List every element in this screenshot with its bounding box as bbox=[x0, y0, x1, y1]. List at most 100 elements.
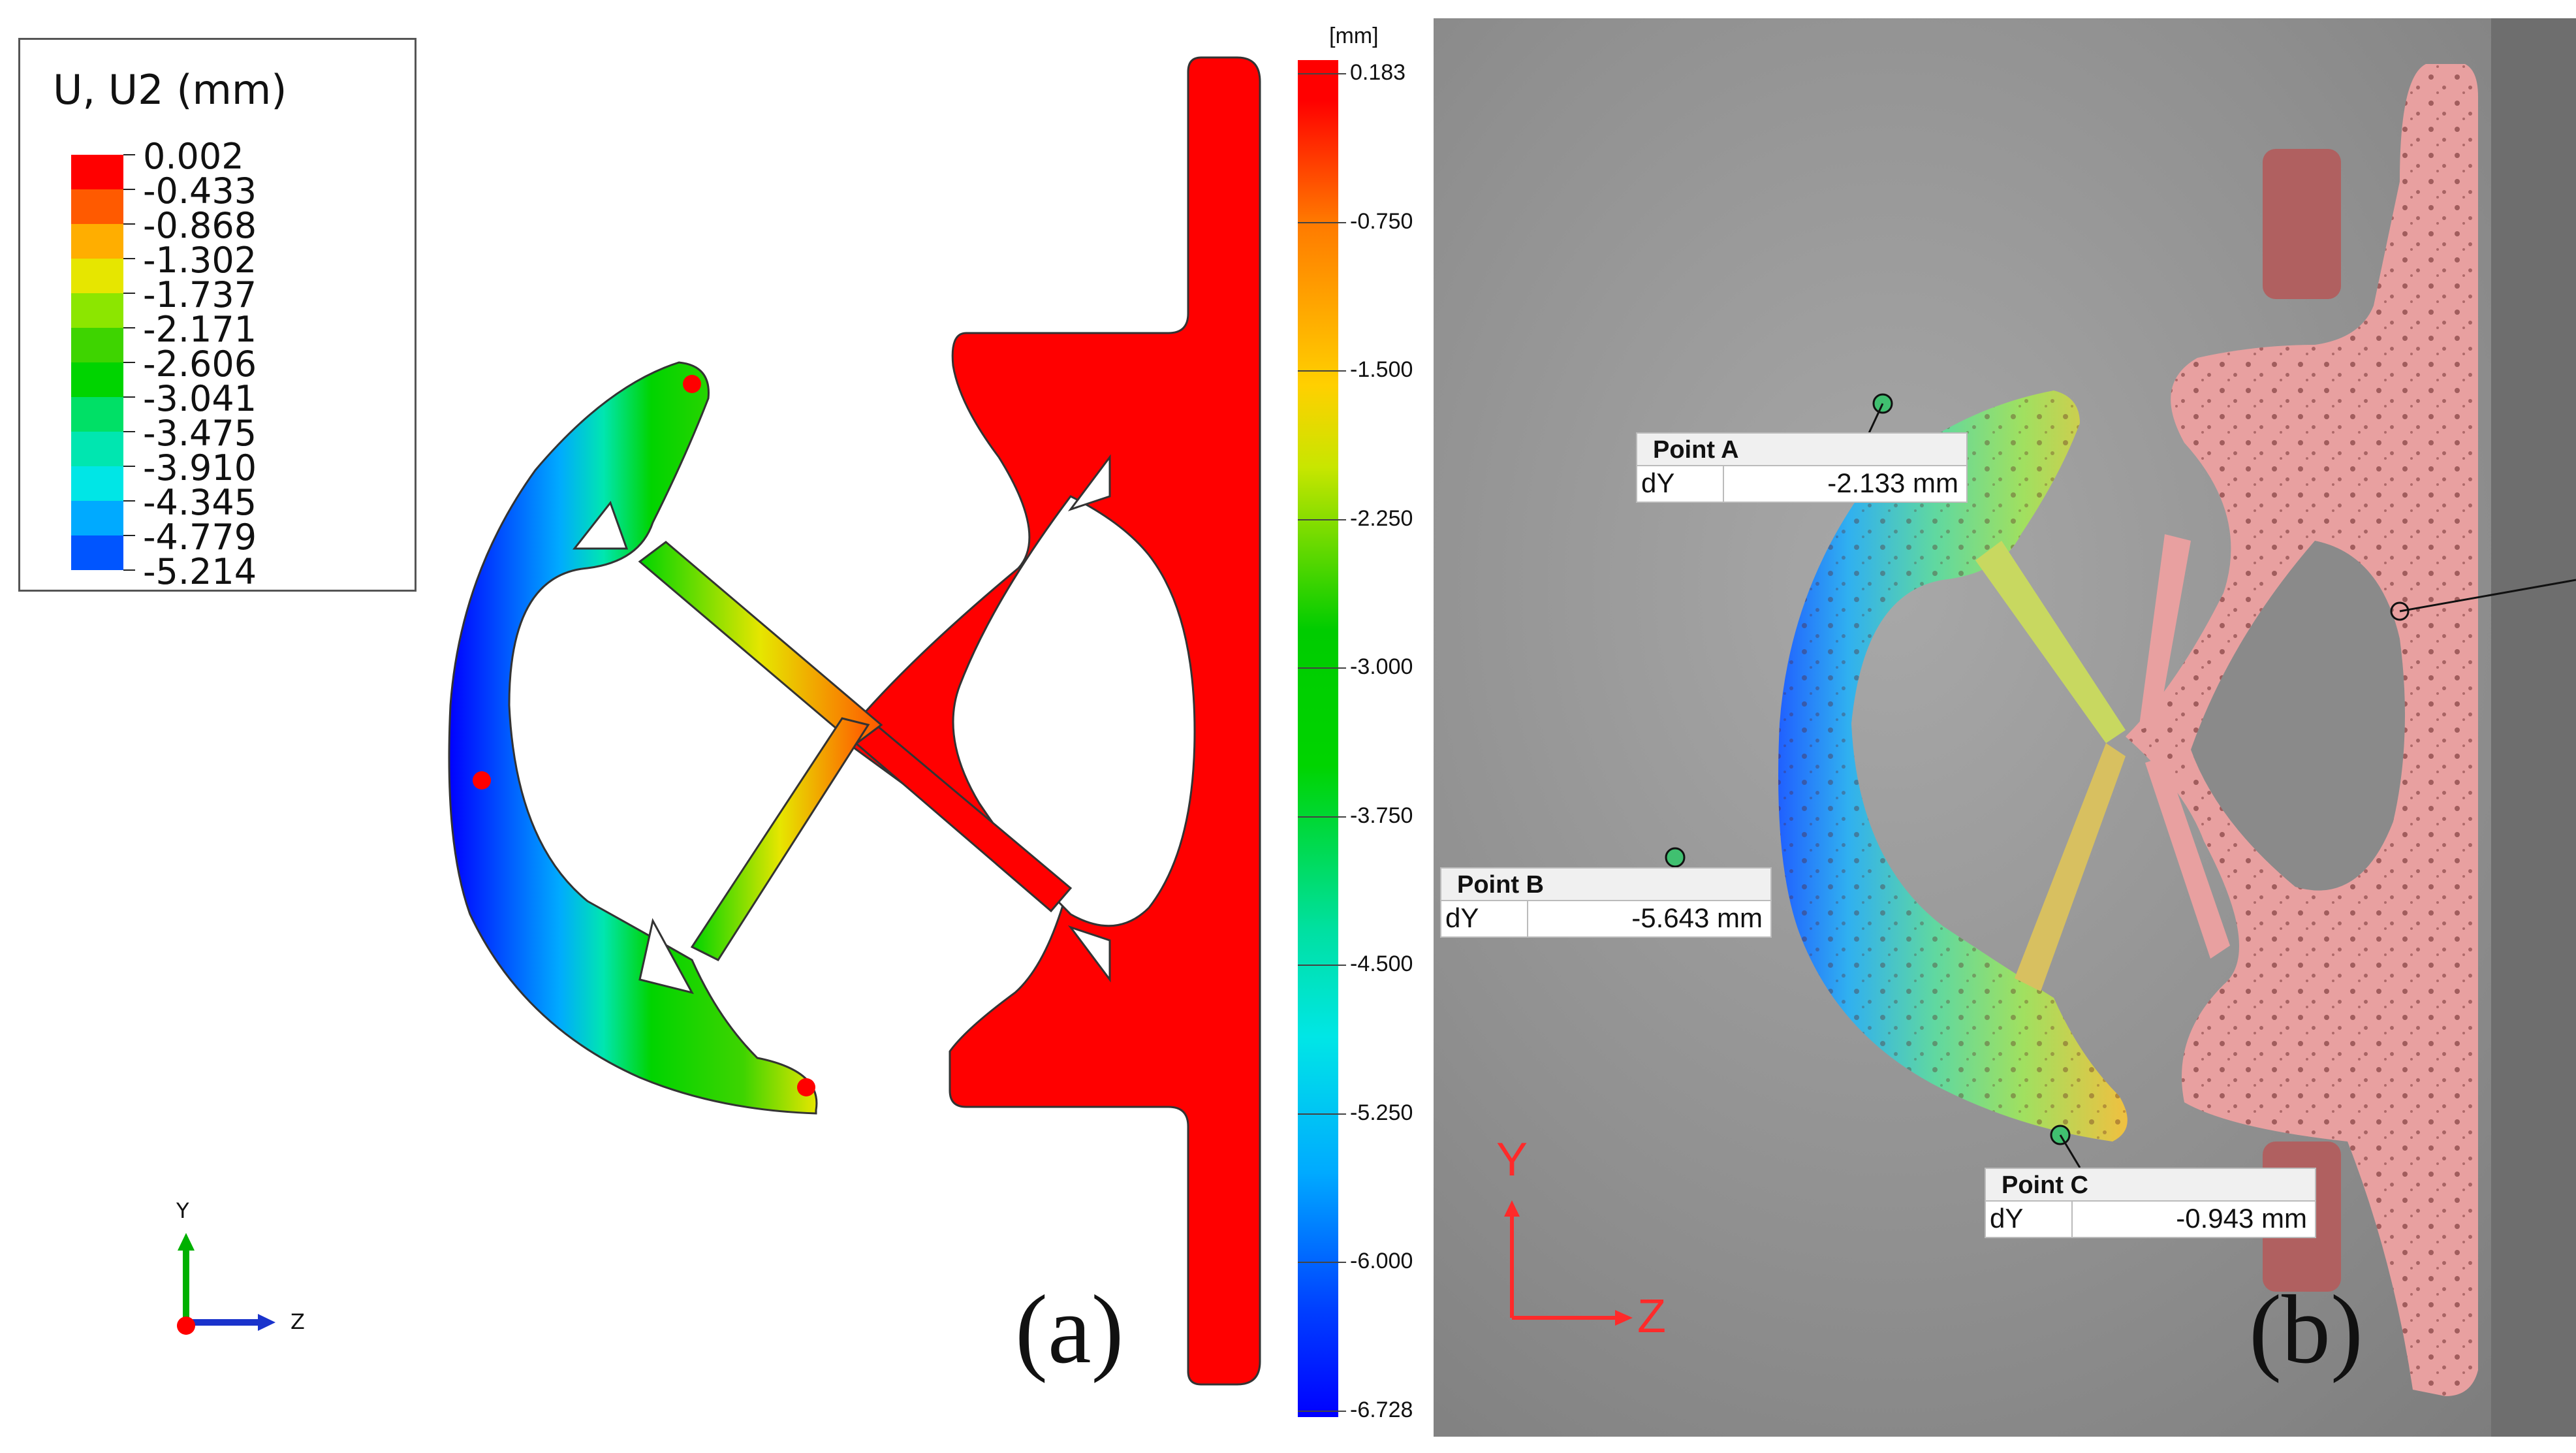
legend-entry: -4.345 bbox=[52, 482, 391, 535]
point-b-key: dY bbox=[1441, 901, 1528, 936]
moving-arc-part bbox=[448, 361, 818, 1115]
point-c-key: dY bbox=[1986, 1202, 2073, 1237]
legend-tick bbox=[123, 362, 135, 363]
legend-entry: -1.737 bbox=[52, 274, 391, 328]
colorbar-tick-label: -0.750 bbox=[1350, 208, 1413, 234]
legend-value: -3.910 bbox=[143, 447, 257, 488]
legend-value: -0.868 bbox=[143, 205, 257, 246]
point-a-title: Point A bbox=[1636, 432, 1968, 466]
legend-swatch bbox=[71, 224, 123, 259]
legend-entry: -0.433 bbox=[52, 170, 391, 224]
point-a-value: -2.133 mm bbox=[1827, 468, 1958, 498]
point-c-value: -0.943 mm bbox=[2176, 1203, 2307, 1234]
colorbar-tick bbox=[1298, 221, 1346, 223]
point-b-value: -5.643 mm bbox=[1631, 902, 1763, 933]
triad-y-label: Y bbox=[176, 1198, 189, 1223]
point-b-box: Point B dY -5.643 mm bbox=[1440, 867, 1772, 938]
legend-value: -3.475 bbox=[143, 413, 257, 454]
fixed-part-openings bbox=[952, 454, 1196, 983]
legend-swatch bbox=[71, 189, 123, 224]
colorbar-tick-label: -3.750 bbox=[1350, 803, 1413, 828]
legend-value: -1.737 bbox=[143, 274, 257, 315]
legend-tick bbox=[123, 431, 135, 432]
point-c-title: Point C bbox=[1985, 1168, 2316, 1202]
legend-swatch bbox=[71, 293, 123, 328]
colorbar-tick-label: 0.183 bbox=[1350, 60, 1406, 85]
colorbar-tick bbox=[1298, 370, 1346, 372]
colorbar-tick bbox=[1298, 73, 1346, 74]
legend-tick bbox=[123, 293, 135, 294]
photo-z-label: Z bbox=[1637, 1290, 1666, 1343]
marker-point-c bbox=[797, 1078, 815, 1096]
colorbar-tick bbox=[1298, 667, 1346, 669]
legend-swatch bbox=[71, 432, 123, 466]
panel-a-label: (a) bbox=[1015, 1275, 1124, 1384]
colorbar-tick-label: -1.500 bbox=[1350, 357, 1413, 383]
fea-legend: U, U2 (mm) 0.002 -0.433 -0.868 -1.302 -1.737… bbox=[18, 38, 416, 592]
legend-swatch bbox=[71, 259, 123, 293]
legend-tick bbox=[123, 500, 135, 502]
point-a-key: dY bbox=[1637, 466, 1724, 502]
legend-tick bbox=[123, 189, 135, 190]
strut-lower-left bbox=[690, 717, 870, 961]
axes-triad bbox=[177, 1233, 275, 1335]
legend-value: -0.433 bbox=[143, 170, 257, 212]
colorbar-tick bbox=[1298, 1411, 1346, 1412]
legend-entry: -2.606 bbox=[52, 343, 391, 397]
colorbar-tick bbox=[1298, 519, 1346, 520]
photo-y-label: Y bbox=[1496, 1134, 1528, 1186]
point-a-box: Point A dY -2.133 mm bbox=[1636, 432, 1968, 503]
legend-swatch bbox=[71, 155, 123, 189]
legend-swatch bbox=[71, 397, 123, 432]
legend-tick bbox=[123, 396, 135, 398]
legend-tick bbox=[123, 154, 135, 155]
legend-swatch bbox=[71, 328, 123, 362]
point-b-title: Point B bbox=[1440, 867, 1772, 901]
legend-value: 0.002 bbox=[143, 136, 244, 177]
colorbar-tick-label: -5.250 bbox=[1350, 1100, 1413, 1125]
legend-swatch bbox=[71, 466, 123, 501]
triad-z-label: Z bbox=[291, 1309, 305, 1334]
legend-swatch bbox=[71, 535, 123, 570]
point-c-box: Point C dY -0.943 mm bbox=[1985, 1168, 2316, 1238]
colorbar-tick-label: -6.000 bbox=[1350, 1249, 1413, 1274]
legend-entry: -1.302 bbox=[52, 242, 391, 293]
legend-entry: -5.214 bbox=[52, 551, 391, 592]
legend-tick bbox=[123, 223, 135, 225]
legend-tick bbox=[123, 258, 135, 259]
legend-value: -4.345 bbox=[143, 482, 257, 523]
legend-entry: -0.868 bbox=[52, 205, 391, 259]
legend-entry: -3.041 bbox=[52, 378, 391, 432]
legend-tick bbox=[123, 466, 135, 467]
colorbar-tick bbox=[1298, 965, 1346, 966]
colorbar bbox=[1298, 60, 1338, 1417]
colorbar-unit: [mm] bbox=[1329, 24, 1379, 48]
marker-point-a bbox=[683, 375, 701, 393]
colorbar-tick-label: -4.500 bbox=[1350, 951, 1413, 977]
colorbar-tick-label: -6.728 bbox=[1350, 1397, 1413, 1422]
legend-value: -5.214 bbox=[143, 551, 257, 592]
legend-entry: -3.475 bbox=[52, 413, 391, 466]
legend-tick bbox=[123, 535, 135, 536]
dic-specimen bbox=[1504, 18, 2576, 1437]
legend-swatch bbox=[71, 501, 123, 535]
legend-entry: -4.779 bbox=[52, 517, 391, 570]
panel-b-label: (b) bbox=[2249, 1275, 2363, 1384]
marker-point-b bbox=[473, 771, 491, 790]
strut-upper-left bbox=[638, 541, 883, 746]
colorbar-tick bbox=[1298, 1262, 1346, 1264]
legend-value: -2.171 bbox=[143, 309, 257, 350]
colorbar-tick-label: -2.250 bbox=[1350, 505, 1413, 531]
legend-entry: 0.002 bbox=[52, 136, 391, 189]
legend-entry: -2.171 bbox=[52, 309, 391, 362]
legend-value: -2.606 bbox=[143, 343, 257, 385]
legend-entry: -3.910 bbox=[52, 447, 391, 501]
legend-swatch bbox=[71, 362, 123, 397]
colorbar-tick bbox=[1298, 816, 1346, 818]
legend-value: -3.041 bbox=[143, 378, 257, 419]
legend-value: -4.779 bbox=[143, 517, 257, 558]
legend-title: U, U2 (mm) bbox=[53, 66, 287, 114]
colorbar-tick bbox=[1298, 1113, 1346, 1115]
legend-tick bbox=[123, 569, 135, 571]
